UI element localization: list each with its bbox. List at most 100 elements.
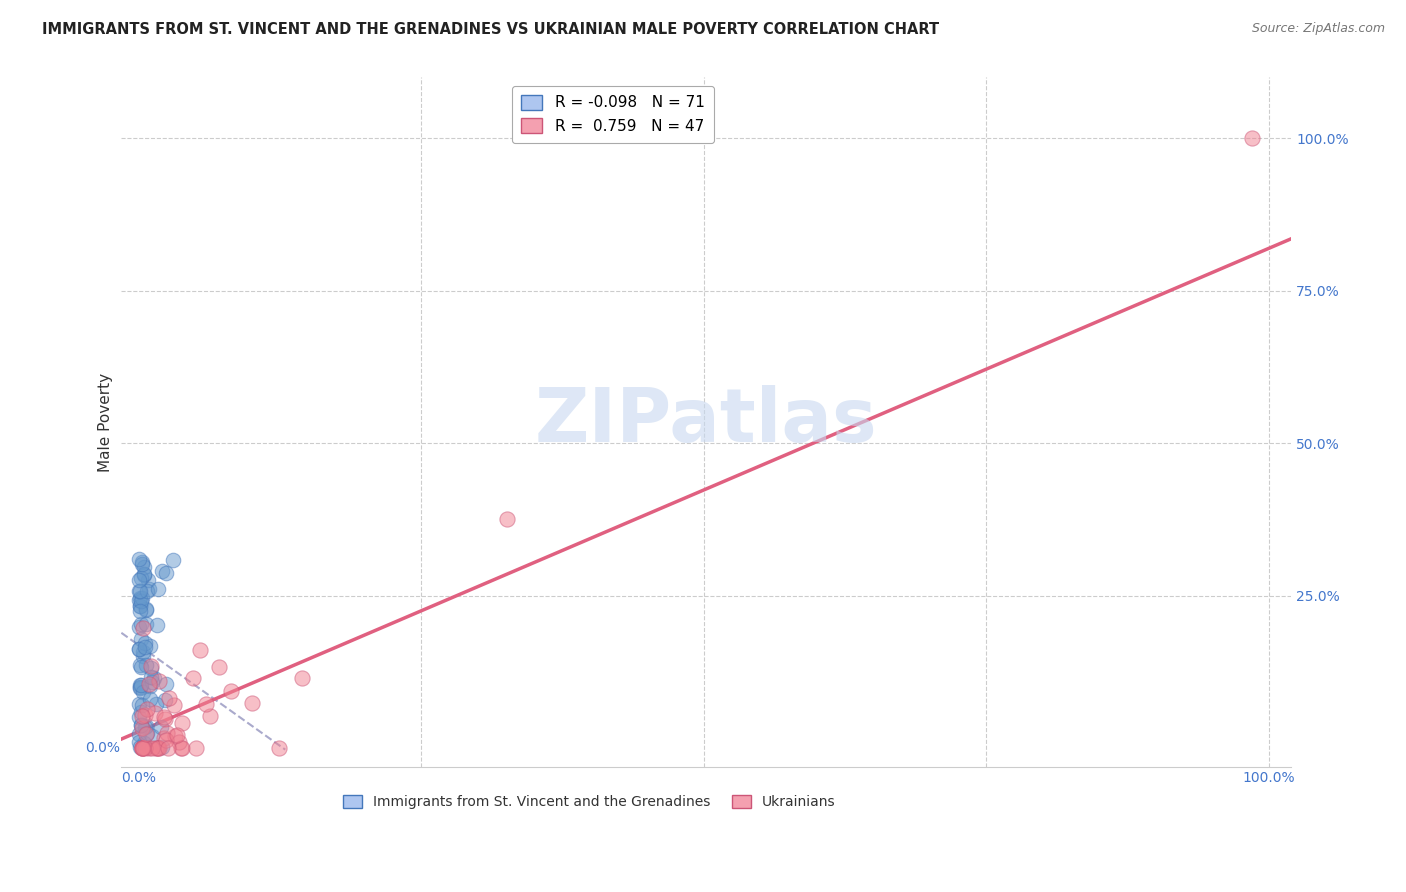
Y-axis label: Male Poverty: Male Poverty: [98, 373, 112, 472]
Point: [156, 741, 179, 756]
Point: [128, 574, 150, 588]
Point: [183, 671, 205, 685]
Point: [128, 604, 150, 618]
Point: [170, 741, 193, 756]
Text: Source: ZipAtlas.com: Source: ZipAtlas.com: [1251, 22, 1385, 36]
Point: [139, 692, 162, 706]
Point: [138, 582, 160, 596]
Point: [194, 697, 217, 711]
Point: [128, 727, 150, 741]
Point: [134, 567, 156, 582]
Point: [136, 702, 159, 716]
Point: [170, 741, 193, 756]
Point: [131, 555, 153, 569]
Point: [170, 716, 193, 731]
Point: [291, 671, 314, 685]
Point: [128, 592, 150, 607]
Point: [155, 566, 177, 581]
Point: [135, 727, 157, 741]
Point: [163, 698, 186, 713]
Point: [148, 741, 170, 756]
Point: [198, 709, 221, 723]
Point: [132, 684, 155, 698]
Point: [153, 712, 176, 726]
Point: [131, 558, 153, 572]
Point: [135, 719, 157, 733]
Point: [186, 741, 208, 756]
Point: [131, 741, 153, 756]
Point: [131, 698, 153, 712]
Point: [136, 726, 159, 740]
Point: [128, 641, 150, 656]
Point: [128, 551, 150, 566]
Point: [143, 706, 166, 720]
Point: [134, 657, 156, 672]
Point: [128, 697, 150, 711]
Point: [156, 725, 179, 739]
Point: [139, 639, 162, 653]
Point: [129, 678, 152, 692]
Point: [148, 673, 170, 688]
Point: [141, 661, 163, 675]
Point: [143, 671, 166, 685]
Point: [129, 583, 152, 598]
Point: [136, 573, 159, 587]
Point: [132, 621, 155, 635]
Point: [131, 660, 153, 674]
Point: [146, 617, 169, 632]
Point: [128, 599, 150, 613]
Point: [131, 741, 153, 756]
Point: [128, 619, 150, 633]
Point: [138, 741, 160, 756]
Point: [163, 729, 186, 743]
Point: [134, 708, 156, 723]
Point: [162, 553, 184, 567]
Point: [141, 741, 163, 756]
Point: [132, 649, 155, 664]
Point: [157, 690, 180, 705]
Point: [138, 676, 160, 690]
Point: [240, 696, 263, 710]
Point: [129, 681, 152, 695]
Text: ZIPatlas: ZIPatlas: [536, 385, 877, 458]
Point: [129, 632, 152, 646]
Point: [166, 728, 188, 742]
Point: [152, 731, 174, 745]
Point: [1240, 131, 1263, 145]
Point: [148, 582, 170, 596]
Point: [139, 679, 162, 693]
Point: [269, 741, 291, 756]
Point: [139, 670, 162, 684]
Point: [134, 741, 156, 756]
Point: [129, 739, 152, 754]
Point: [129, 571, 152, 585]
Point: [135, 603, 157, 617]
Point: [128, 591, 150, 605]
Point: [221, 684, 243, 698]
Point: [150, 564, 173, 578]
Point: [128, 735, 150, 749]
Point: [132, 645, 155, 659]
Text: 0.0%: 0.0%: [86, 741, 121, 756]
Point: [132, 736, 155, 750]
Point: [131, 741, 153, 756]
Point: [145, 741, 167, 756]
Point: [129, 657, 152, 672]
Point: [148, 741, 170, 756]
Point: [132, 741, 155, 756]
Point: [128, 710, 150, 724]
Point: [134, 568, 156, 582]
Point: [128, 583, 150, 598]
Point: [129, 718, 152, 732]
Point: [129, 678, 152, 692]
Point: [135, 617, 157, 632]
Point: [145, 697, 167, 711]
Point: [149, 720, 172, 734]
Point: [208, 660, 231, 674]
Point: [145, 741, 167, 756]
Text: IMMIGRANTS FROM ST. VINCENT AND THE GRENADINES VS UKRAINIAN MALE POVERTY CORRELA: IMMIGRANTS FROM ST. VINCENT AND THE GREN…: [42, 22, 939, 37]
Point: [129, 616, 152, 631]
Point: [131, 709, 153, 723]
Point: [128, 642, 150, 657]
Point: [496, 511, 519, 525]
